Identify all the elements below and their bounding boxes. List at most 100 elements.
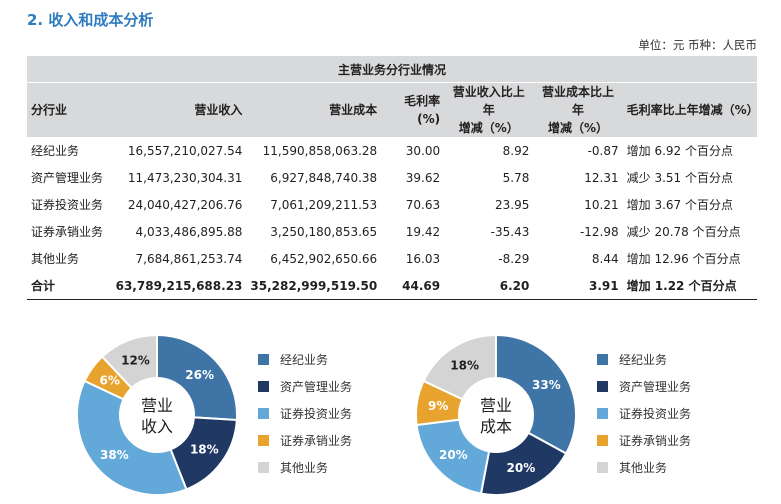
legend-label: 资产管理业务 [619,380,692,394]
donut-slice-label: 6% [99,374,119,388]
donut-center-label: 营业 [480,396,512,415]
legend-label: 其他业务 [619,461,668,475]
donut-slice-label: 9% [428,399,448,413]
donut-slice [156,333,238,422]
cell-revenue: 11,473,230,304.31 [127,170,243,185]
legend-item: 资产管理业务 [258,373,352,400]
donut-slice-label: 38% [100,448,129,462]
cell-gm-change: 增加 3.67 个百分点 [626,198,733,212]
legend-item: 其他业务 [258,454,352,481]
cell-segment: 证券投资业务 [31,198,104,212]
cell-gm-change: 增加 6.92 个百分点 [626,144,733,158]
cell-cost-growth: 8.44 [591,251,619,266]
cell-gross-margin: 70.63 [405,197,441,212]
total-row: 合计 63,789,215,688.23 35,282,999,519.50 4… [27,272,757,300]
cell-cost-growth: 10.21 [584,197,619,212]
cost-legend: 经纪业务 资产管理业务 证券投资业务 证券承销业务 其他业务 [597,346,691,481]
cell-revenue-growth: 8.92 [502,143,530,158]
cell-cost-growth: -12.98 [579,224,619,239]
revenue-legend: 经纪业务 资产管理业务 证券投资业务 证券承销业务 其他业务 [258,346,352,481]
legend-item: 证券投资业务 [258,400,352,427]
total-gross-margin: 44.69 [381,272,445,300]
col-header-cost: 营业成本 [246,82,382,137]
total-cost: 35,282,999,519.50 [246,272,382,300]
col-header-revenue-growth: 营业收入比上年 增减（%） [444,82,534,137]
cell-cost: 6,452,902,650.66 [270,251,378,266]
cell-gross-margin: 16.03 [405,251,441,266]
donut-slice-label: 33% [532,378,561,392]
legend-swatch [597,408,608,419]
table-main-header: 主营业务分行业情况 [27,56,757,83]
legend-item: 经纪业务 [597,346,691,373]
cell-revenue: 4,033,486,895.88 [135,224,243,239]
revenue-donut-chart: 26% 18% 38% 6% 12% 营业 收入 [72,330,242,500]
legend-swatch [258,408,269,419]
cell-gross-margin: 30.00 [405,143,441,158]
col-header-cost-growth: 营业成本比上年 增减（%） [533,82,623,137]
legend-swatch [258,435,269,446]
table-row: 证券投资业务 24,040,427,206.76 7,061,209,211.5… [27,191,757,218]
col-header-gross-margin-line2: (%) [417,112,441,126]
cell-cost: 7,061,209,211.53 [270,197,378,212]
col-header-gross-margin: 毛利率 (%) [381,82,445,137]
table-row: 证券承销业务 4,033,486,895.88 3,250,180,853.65… [27,218,757,245]
legend-item: 其他业务 [597,454,691,481]
cell-revenue-growth: 23.95 [495,197,530,212]
donut-center-label: 营业 [141,396,173,415]
legend-swatch [258,381,269,392]
cell-revenue-growth: 5.78 [502,170,530,185]
cost-donut-chart: 33% 20% 20% 9% 18% 营业 成本 [411,330,581,500]
legend-label: 经纪业务 [280,353,329,367]
total-gm-change: 增加 1.22 个百分点 [622,272,757,300]
col-header-revenue-growth-line2: 增减（%） [458,121,519,135]
cell-segment: 证券承销业务 [31,225,104,239]
cell-revenue-growth: -8.29 [498,251,530,266]
donut-slice-label: 18% [450,359,479,373]
donut-slice [100,333,158,390]
cost-donut-svg: 33% 20% 20% 9% 18% 营业成本 [415,333,577,496]
donut-slice-label: 26% [185,368,214,382]
legend-label: 证券投资业务 [280,407,353,421]
col-header-segment: 分行业 [27,82,112,137]
cell-cost-growth: -0.87 [587,143,619,158]
col-header-gm-change: 毛利率比上年增减（%） [622,82,759,137]
donut-slice-label: 18% [190,442,219,456]
legend-label: 证券承销业务 [619,434,692,448]
col-header-cost-growth-line2: 增减（%） [547,121,608,135]
col-header-revenue-growth-line1: 营业收入比上年 [452,85,525,117]
legend-swatch [258,462,269,473]
cell-cost: 6,927,848,740.38 [270,170,378,185]
table-row: 经纪业务 16,557,210,027.54 11,590,858,063.28… [27,137,757,164]
legend-swatch [597,381,608,392]
donut-slice-label: 12% [121,354,150,368]
legend-item: 证券承销业务 [597,427,691,454]
legend-label: 经纪业务 [619,353,668,367]
segment-table: 主营业务分行业情况 分行业 营业收入 营业成本 毛利率 (%) 营业收入比上年 … [27,56,759,300]
table-row: 资产管理业务 11,473,230,304.31 6,927,848,740.3… [27,164,757,191]
donut-slice [76,379,188,496]
legend-item: 经纪业务 [258,346,352,373]
total-revenue: 63,789,215,688.23 [111,272,247,300]
legend-label: 其他业务 [280,461,329,475]
cell-revenue: 16,557,210,027.54 [127,143,243,158]
cell-revenue-growth: -35.43 [490,224,530,239]
legend-label: 资产管理业务 [280,380,353,394]
legend-label: 证券投资业务 [619,407,692,421]
cell-gross-margin: 39.62 [405,170,441,185]
cell-gross-margin: 19.42 [405,224,441,239]
donut-slice-label: 20% [507,461,536,475]
donut-slice [422,333,497,401]
legend-item: 证券投资业务 [597,400,691,427]
cell-segment: 经纪业务 [31,144,80,158]
donut-slice [495,333,577,455]
revenue-donut-svg: 26% 18% 38% 6%12% 营业收入 [76,333,238,496]
cell-gm-change: 增加 12.96 个百分点 [626,252,741,266]
donut-center [121,379,193,451]
cell-revenue: 7,684,861,253.74 [135,251,243,266]
legend-label: 证券承销业务 [280,434,353,448]
col-header-gross-margin-line1: 毛利率 [404,94,441,108]
legend-item: 资产管理业务 [597,373,691,400]
donut-center-label: 成本 [480,417,512,436]
section-title: 2. 收入和成本分析 [27,11,154,29]
cell-cost: 11,590,858,063.28 [262,143,378,158]
